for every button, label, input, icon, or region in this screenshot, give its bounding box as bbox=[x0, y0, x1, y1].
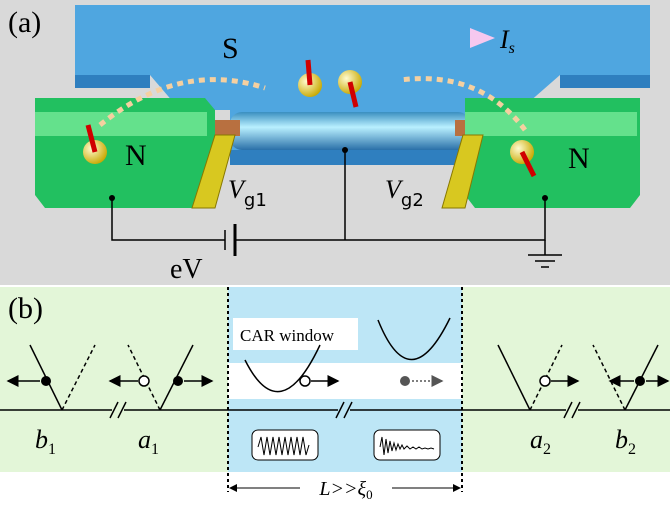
point-sub: 1 bbox=[48, 441, 56, 458]
right-lead-label: N bbox=[568, 142, 590, 175]
panel-label: (a) bbox=[8, 6, 41, 39]
gate-sub: g1 bbox=[244, 190, 267, 211]
gate-left bbox=[191, 134, 236, 209]
right-lead-highlight bbox=[465, 112, 637, 136]
length-sub: 0 bbox=[366, 487, 373, 502]
superconductor-side bbox=[75, 75, 150, 88]
current-label: Is bbox=[499, 25, 515, 57]
superconductor-top bbox=[75, 5, 650, 150]
panel-label: (b) bbox=[8, 292, 43, 325]
gate-sub: g2 bbox=[401, 190, 424, 211]
car-window-box bbox=[233, 318, 358, 350]
point-label: b1 bbox=[35, 425, 56, 458]
circuit bbox=[111, 150, 562, 268]
node bbox=[342, 147, 348, 153]
length-main: L>>ξ bbox=[318, 478, 366, 500]
nanowire bbox=[230, 112, 470, 150]
gate-left-label: Vg1 bbox=[228, 175, 267, 211]
point-main: a bbox=[530, 425, 543, 454]
point-label: a1 bbox=[138, 425, 159, 458]
tunneling-path bbox=[98, 77, 266, 127]
oscillation-insets bbox=[251, 429, 441, 461]
length-label-bg bbox=[300, 476, 392, 500]
car-window-band bbox=[228, 363, 462, 399]
point-main: b bbox=[615, 425, 628, 454]
left-lead-label: N bbox=[125, 139, 147, 172]
point-sub: 2 bbox=[543, 441, 551, 458]
gate-main: V bbox=[228, 175, 247, 204]
left-lead-highlight bbox=[35, 112, 207, 136]
point-main: b bbox=[35, 425, 48, 454]
gate-right-label: Vg2 bbox=[385, 175, 424, 211]
gate-main: V bbox=[385, 175, 404, 204]
panel-b: (b) CAR window b1 a1 a2 b2 L>>ξ0 bbox=[0, 287, 670, 502]
point-label: b2 bbox=[615, 425, 636, 458]
states bbox=[6, 375, 670, 387]
superconductor-front bbox=[230, 150, 470, 165]
length-label: L>>ξ0 bbox=[318, 478, 372, 502]
current-arrow-head bbox=[470, 28, 495, 48]
node bbox=[109, 195, 115, 201]
superconductor-label: S bbox=[222, 32, 239, 65]
car-window-label: CAR window bbox=[240, 326, 335, 345]
point-sub: 1 bbox=[151, 441, 159, 458]
current-main: I bbox=[499, 25, 510, 54]
current-sub: s bbox=[509, 40, 515, 57]
gate-right bbox=[441, 134, 484, 209]
bias-label: eV bbox=[170, 254, 203, 285]
point-label: a2 bbox=[530, 425, 551, 458]
node bbox=[542, 195, 548, 201]
point-main: a bbox=[138, 425, 151, 454]
point-sub: 2 bbox=[628, 441, 636, 458]
superconductor-side bbox=[560, 75, 650, 88]
electrons bbox=[83, 59, 537, 178]
tunneling-path bbox=[399, 76, 527, 132]
panel-a: (a) S Is N N Vg1 Vg2 eV bbox=[0, 0, 670, 285]
